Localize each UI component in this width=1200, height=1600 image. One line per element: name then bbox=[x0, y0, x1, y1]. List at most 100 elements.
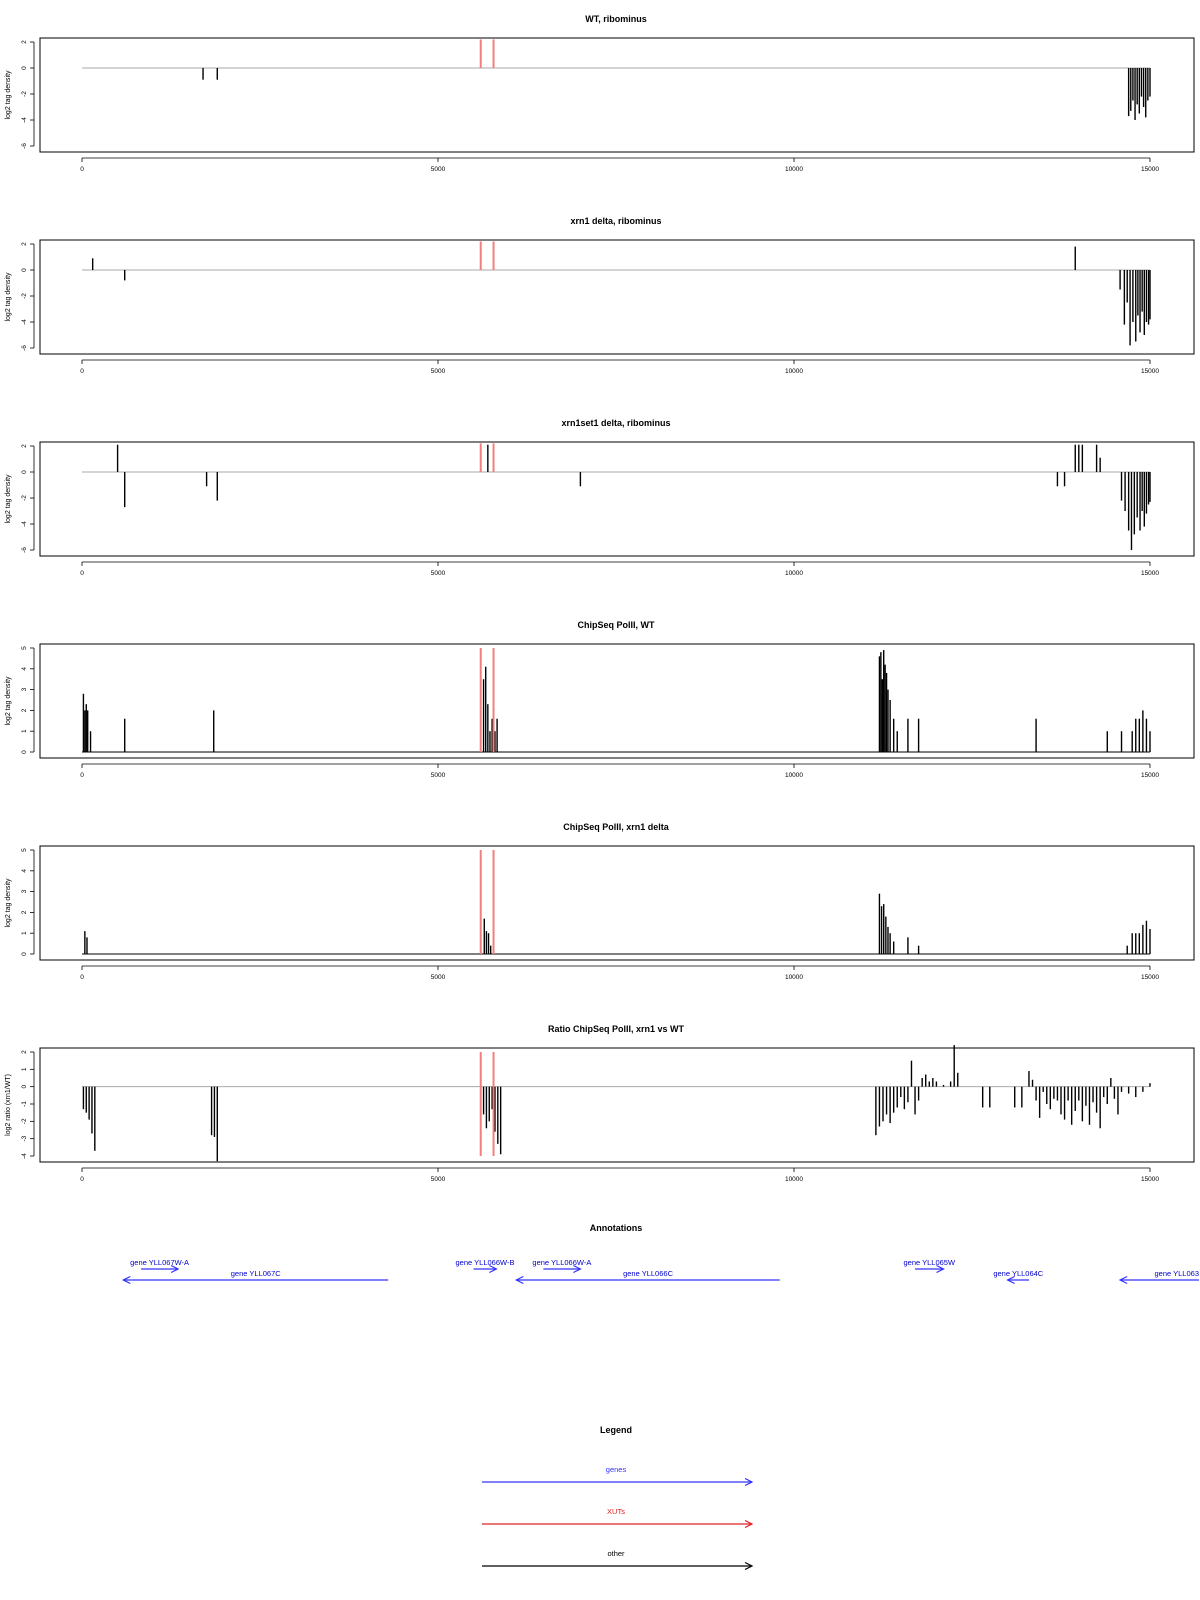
plot-frame bbox=[39, 239, 1195, 355]
plot-frame bbox=[39, 37, 1195, 153]
gene-arrow bbox=[141, 1264, 180, 1274]
y-tick-label: 0 bbox=[21, 268, 28, 272]
x-tick-label: 15000 bbox=[1141, 974, 1159, 981]
gene-annotation: gene YLL067C bbox=[121, 1269, 389, 1285]
x-tick-label: 10000 bbox=[785, 1176, 803, 1183]
y-axis-label: log2 tag density bbox=[5, 474, 12, 524]
chart-panel-1: WT, ribominus -6 -4 -2 0 2 log2 tag density 0 50… bbox=[5, 14, 1195, 173]
arrow-head bbox=[573, 1264, 582, 1274]
arrow-head bbox=[744, 1477, 754, 1487]
y-axis-label: log2 tag density bbox=[5, 676, 12, 726]
x-tick-label: 0 bbox=[80, 570, 84, 577]
legend-label: other bbox=[607, 1549, 625, 1558]
gene-arrow bbox=[121, 1275, 389, 1285]
gene-annotation: gene YLL067W-A bbox=[130, 1258, 189, 1274]
y-tick-label: -1 bbox=[21, 1101, 28, 1107]
gene-arrow bbox=[915, 1264, 945, 1274]
arrow-head bbox=[121, 1275, 131, 1285]
x-tick-label: 10000 bbox=[785, 368, 803, 375]
gene-annotation: gene YLL065W bbox=[903, 1258, 956, 1274]
y-tick-label: 3 bbox=[21, 889, 28, 893]
annotations-title: Annotations bbox=[590, 1223, 643, 1233]
y-tick-label: 4 bbox=[21, 667, 28, 671]
x-tick-label: 5000 bbox=[431, 368, 446, 375]
y-tick-label: -6 bbox=[21, 547, 28, 553]
x-tick-label: 5000 bbox=[431, 974, 446, 981]
x-tick-label: 15000 bbox=[1141, 368, 1159, 375]
y-tick-label: -6 bbox=[21, 143, 28, 149]
y-tick-label: -4 bbox=[21, 1153, 28, 1159]
chart-title: xrn1set1 delta, ribominus bbox=[561, 418, 670, 428]
chart-title: xrn1 delta, ribominus bbox=[570, 216, 661, 226]
y-tick-label: -4 bbox=[21, 521, 28, 527]
gene-annotation: gene YLL066W-B bbox=[456, 1258, 514, 1274]
x-tick-label: 5000 bbox=[431, 570, 446, 577]
chart-panel-5: ChipSeq PolII, xrn1 delta 0 1 2 3 4 5 log2 tag … bbox=[5, 822, 1195, 981]
gene-arrow bbox=[473, 1264, 498, 1274]
y-tick-label: 1 bbox=[21, 931, 28, 935]
gene-arrow bbox=[543, 1264, 582, 1274]
x-tick-label: 0 bbox=[80, 974, 84, 981]
y-tick-label: 1 bbox=[21, 729, 28, 733]
gene-arrow bbox=[1118, 1275, 1199, 1285]
x-tick-label: 15000 bbox=[1141, 772, 1159, 779]
x-tick-label: 10000 bbox=[785, 166, 803, 173]
y-tick-label: 2 bbox=[21, 708, 28, 712]
arrow-head bbox=[170, 1264, 180, 1274]
chart-title: ChipSeq PolII, xrn1 delta bbox=[563, 822, 670, 832]
chart-panel-3: xrn1set1 delta, ribominus -6 -4 -2 0 2 log2 ta… bbox=[5, 418, 1195, 577]
x-tick-label: 10000 bbox=[785, 570, 803, 577]
y-tick-label: 3 bbox=[21, 687, 28, 691]
legend-label: XUTs bbox=[607, 1507, 625, 1516]
gene-arrow bbox=[514, 1275, 780, 1285]
legend-item-xuts: XUTs bbox=[482, 1507, 754, 1529]
arrow-head bbox=[936, 1264, 945, 1274]
arrow-head bbox=[744, 1519, 754, 1529]
x-tick-label: 5000 bbox=[431, 772, 446, 779]
y-tick-label: -3 bbox=[21, 1135, 28, 1141]
x-tick-label: 15000 bbox=[1141, 1176, 1159, 1183]
legend-arrow bbox=[482, 1519, 754, 1529]
y-tick-label: 0 bbox=[21, 1084, 28, 1088]
y-tick-label: -2 bbox=[21, 495, 28, 501]
arrow-head bbox=[744, 1561, 754, 1571]
legend-arrow bbox=[482, 1477, 754, 1487]
x-tick-label: 0 bbox=[80, 772, 84, 779]
y-tick-label: 0 bbox=[21, 470, 28, 474]
y-axis-label: log2 tag density bbox=[5, 272, 12, 322]
y-tick-label: -6 bbox=[21, 345, 28, 351]
gene-label: gene YLL065W bbox=[903, 1258, 955, 1267]
chart-panel-4: ChipSeq PolII, WT 0 1 2 3 4 5 log2 tag density 0… bbox=[5, 620, 1195, 779]
plot-frame bbox=[39, 643, 1195, 759]
gene-label: gene YLL066C bbox=[623, 1269, 673, 1278]
x-tick-label: 10000 bbox=[785, 974, 803, 981]
chart-title: WT, ribominus bbox=[585, 14, 647, 24]
legend-panel: Legend genes XUTs other bbox=[482, 1425, 754, 1571]
y-tick-label: 0 bbox=[21, 952, 28, 956]
arrow-head bbox=[489, 1264, 498, 1274]
chart-title: Ratio ChipSeq PolII, xrn1 vs WT bbox=[548, 1024, 685, 1034]
x-tick-label: 5000 bbox=[431, 1176, 446, 1183]
gene-label: gene YLL067W-A bbox=[130, 1258, 189, 1267]
annotations-panel: Annotations gene YLL067W-A gene YLL067C ge… bbox=[121, 1223, 1199, 1285]
gene-annotation: gene YLL066C bbox=[514, 1269, 780, 1285]
y-tick-label: 4 bbox=[21, 869, 28, 873]
y-tick-label: 5 bbox=[21, 848, 28, 852]
legend-item-genes: genes bbox=[482, 1465, 754, 1487]
gene-arrow bbox=[1006, 1275, 1029, 1285]
y-tick-label: 5 bbox=[21, 646, 28, 650]
plot-frame bbox=[39, 845, 1195, 961]
chart-title: ChipSeq PolII, WT bbox=[578, 620, 655, 630]
x-tick-label: 0 bbox=[80, 1176, 84, 1183]
y-axis-label: log2 tag density bbox=[5, 70, 12, 120]
x-tick-label: 15000 bbox=[1141, 166, 1159, 173]
y-tick-label: -4 bbox=[21, 117, 28, 123]
plot-frame bbox=[39, 1047, 1195, 1163]
gene-annotation: gene YLL063 bbox=[1118, 1269, 1199, 1285]
x-tick-label: 10000 bbox=[785, 772, 803, 779]
gene-annotation: gene YLL066W-A bbox=[532, 1258, 591, 1274]
y-tick-label: -4 bbox=[21, 319, 28, 325]
x-tick-label: 0 bbox=[80, 368, 84, 375]
x-tick-label: 0 bbox=[80, 166, 84, 173]
